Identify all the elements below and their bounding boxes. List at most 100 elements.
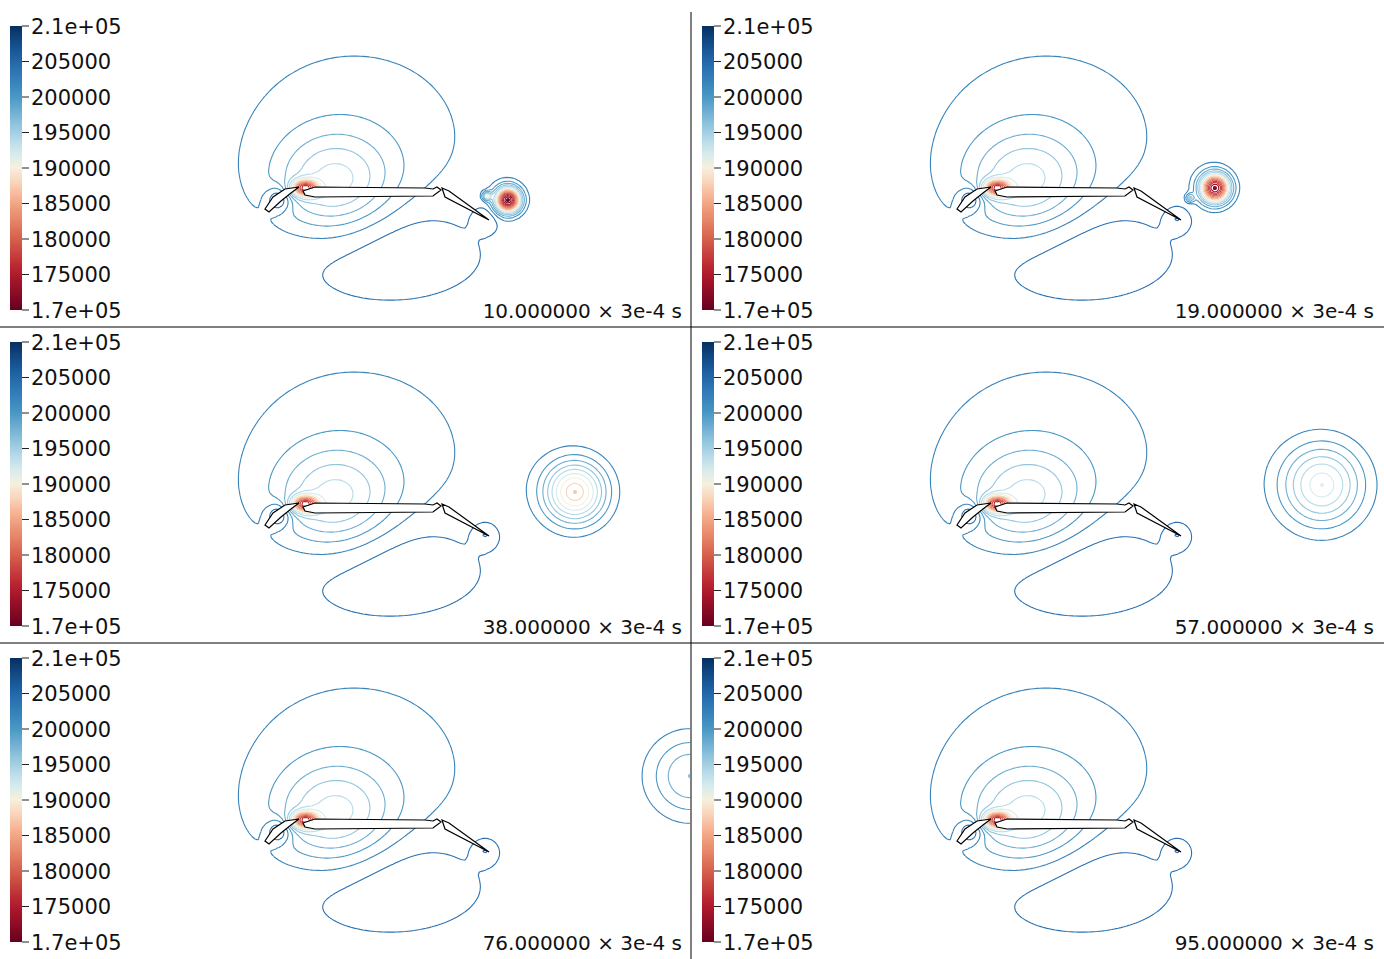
background [0,12,690,326]
contour-line [977,449,1358,532]
colorbar-tick [22,871,29,872]
colorbar-tick-label: 195000 [31,753,111,777]
label-background [30,473,112,497]
label-background [722,157,804,181]
colorbar-tick [714,693,721,694]
colorbar-tick [22,168,29,169]
contour-line [269,743,690,859]
background [0,644,690,958]
colorbar-tick-label: 180000 [31,228,111,252]
colorbar-tick [22,942,29,943]
contour-line [961,747,1096,859]
divider [0,643,1384,644]
label-background [722,228,804,252]
panel: 2.1e+05205000200000195000190000185000180… [0,12,690,326]
label-background [722,789,804,813]
label-background [722,860,804,884]
label-background [722,753,804,777]
contour-line [1214,186,1217,189]
label-background [30,508,112,532]
colorbar-tick [714,274,721,275]
time-label: 19.000000 × 3e-4 s [1175,299,1374,323]
colorbar-labels: 2.1e+05205000200000195000190000185000180… [722,647,815,955]
label-background [722,931,815,955]
colorbar-tick [22,203,29,204]
panel: 2.1e+05205000200000195000190000185000180… [692,12,1382,326]
contour-line [930,372,1377,554]
vortex-core [506,198,510,202]
background [692,12,1382,326]
contour-line [285,450,606,532]
label-background [722,402,804,426]
colorbar-tick [714,448,721,449]
colorbar-tick-label: 195000 [31,121,111,145]
label-background [1173,931,1376,955]
colorbar-tick-label: 2.1e+05 [31,331,122,355]
label-background [30,50,112,74]
colorbar-tick-label: 185000 [723,508,803,532]
colorbar-tick-label: 1.7e+05 [723,615,814,639]
contour-line [238,688,690,870]
label-background [30,615,123,639]
time-label: 76.000000 × 3e-4 s [483,931,682,955]
colorbar-tick [714,132,721,133]
contour-line [962,509,1192,616]
label-background [722,824,804,848]
colorbar-tick-label: 195000 [723,753,803,777]
contour-line [288,465,602,523]
label-background [722,192,804,216]
contour-line [238,56,529,238]
colorbar-tick [22,484,29,485]
label-background [30,544,112,568]
colorbar-tick [22,274,29,275]
label-background [30,931,123,955]
colorbar-tick [714,484,721,485]
label-background [30,579,112,603]
label-background [481,615,684,639]
colorbar-tick [22,97,29,98]
colorbar-labels: 2.1e+05205000200000195000190000185000180… [30,331,123,639]
colorbar-tick [714,658,721,659]
label-background [30,299,123,323]
colorbar-tick [22,906,29,907]
background [0,328,690,642]
panel: 2.1e+05205000200000195000190000185000180… [0,644,692,958]
airfoil [957,503,991,528]
label-background [30,895,112,919]
vortex-core [1213,186,1217,190]
airfoil [265,187,299,212]
label-background [30,157,112,181]
colorbar-tick-label: 180000 [723,860,803,884]
label-background [30,121,112,145]
colorbar-tick-label: 185000 [31,508,111,532]
panel: 2.1e+05205000200000195000190000185000180… [0,328,690,642]
plot-area [692,12,1382,326]
colorbar [10,658,22,942]
label-background [30,86,112,110]
airfoil [995,819,1133,829]
airfoil [995,503,1133,513]
colorbar-tick-label: 180000 [31,860,111,884]
colorbar-tick-label: 1.7e+05 [31,615,122,639]
colorbar-tick [714,342,721,343]
colorbar-tick [714,61,721,62]
label-background [30,789,112,813]
colorbar-tick-label: 1.7e+05 [723,299,814,323]
colorbar-tick [714,906,721,907]
colorbar-tick [22,800,29,801]
colorbar-tick-label: 205000 [31,50,111,74]
colorbar-tick-label: 200000 [31,718,111,742]
colorbar [10,26,22,310]
colorbar-tick [714,26,721,27]
airfoil [1134,188,1181,220]
airfoil [1134,820,1181,852]
label-background [1173,299,1376,323]
colorbar-tick-label: 205000 [723,50,803,74]
contour-line [962,193,1192,300]
colorbar-tick-label: 190000 [723,157,803,181]
colorbar-tick [714,835,721,836]
label-background [30,402,112,426]
label-background [722,647,815,671]
airfoil [303,503,441,513]
colorbar-tick-label: 180000 [31,544,111,568]
